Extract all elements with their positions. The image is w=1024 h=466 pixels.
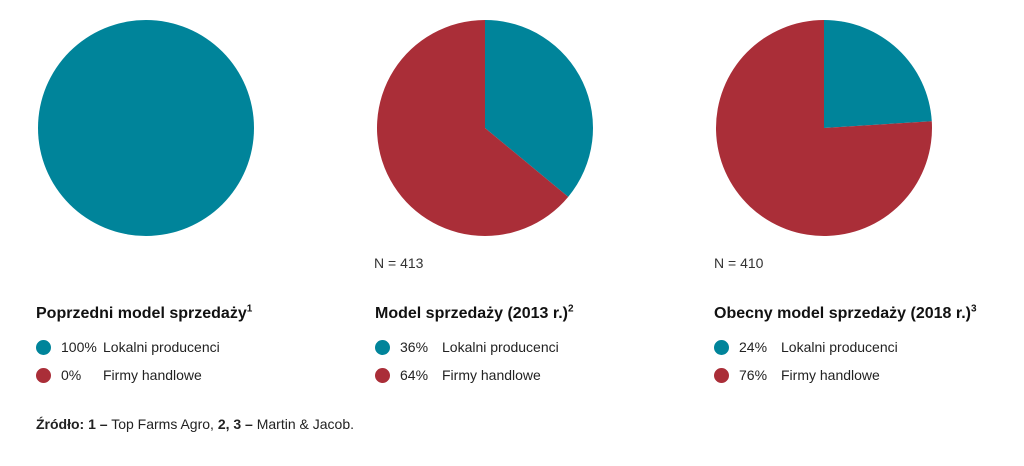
chart-panel-previous: Poprzedni model sprzedaży1 100% Lokalni … xyxy=(36,0,336,400)
legend-item-trade: 64% Firmy handlowe xyxy=(375,361,559,389)
chart-title-text: Poprzedni model sprzedaży xyxy=(36,305,247,322)
legend-label: Firmy handlowe xyxy=(103,367,202,383)
source-label: Źródło: xyxy=(36,416,85,432)
legend-value: 100% xyxy=(61,339,97,355)
chart-title-text: Obecny model sprzedaży (2018 r.) xyxy=(714,305,971,322)
sample-size-label: N = 413 xyxy=(374,255,424,271)
legend-swatch-trade xyxy=(375,367,390,383)
legend-label: Lokalni producenci xyxy=(103,339,220,355)
legend-value: 36% xyxy=(400,339,429,355)
pie-slice-local xyxy=(824,20,932,128)
chart-title-previous: Poprzedni model sprzedaży1 xyxy=(36,303,253,323)
legend-item-trade: 76% Firmy handlowe xyxy=(714,361,898,389)
source-ref-1-text: Top Farms Agro, xyxy=(111,416,214,432)
footnote-marker: 2 xyxy=(567,303,574,315)
legend-swatch-trade xyxy=(36,367,51,383)
pie-slice-trade xyxy=(377,20,569,237)
pie-slice-local xyxy=(485,20,593,197)
legend-item-trade: 0% Firmy handlowe xyxy=(36,361,220,389)
sample-size-label: N = 410 xyxy=(714,255,764,271)
pie-chart-2018 xyxy=(716,20,932,236)
legend-swatch-local xyxy=(375,339,390,355)
legend-previous: 100% Lokalni producenci 0% Firmy handlow… xyxy=(36,333,220,389)
legend-value: 64% xyxy=(400,367,429,383)
chart-panel-2013: N = 413 Model sprzedaży (2013 r.)2 36% L… xyxy=(374,0,675,400)
legend-swatch-trade xyxy=(714,367,729,383)
footnote-marker: 3 xyxy=(971,303,977,315)
source-ref-1: 1 – xyxy=(88,416,108,432)
pie-slice-trade xyxy=(716,20,932,236)
legend-value: 0% xyxy=(61,367,82,383)
legend-value: 76% xyxy=(739,367,768,383)
legend-label: Lokalni producenci xyxy=(442,339,559,355)
chart-title-2013: Model sprzedaży (2013 r.)2 xyxy=(375,303,574,323)
legend-item-local: 36% Lokalni producenci xyxy=(375,333,559,361)
legend-swatch-local xyxy=(36,339,51,355)
chart-title-text: Model sprzedaży (2013 r.) xyxy=(375,305,568,322)
pie-chart-2013 xyxy=(377,20,593,237)
source-ref-23: 2, 3 – xyxy=(217,416,253,432)
source-ref-23-text: Martin & Jacob. xyxy=(256,416,354,432)
legend-label: Lokalni producenci xyxy=(781,339,898,355)
legend-item-local: 24% Lokalni producenci xyxy=(714,333,898,361)
pie-slice-local xyxy=(38,20,254,236)
source-note: Źródło: 1 – Top Farms Agro, 2, 3 – Marti… xyxy=(36,416,354,432)
legend-label: Firmy handlowe xyxy=(442,367,541,383)
pie-chart-previous xyxy=(38,20,254,236)
legend-label: Firmy handlowe xyxy=(781,367,880,383)
legend-value: 24% xyxy=(739,339,768,355)
chart-panel-2018: N = 410 Obecny model sprzedaży (2018 r.)… xyxy=(714,0,1014,400)
legend-item-local: 100% Lokalni producenci xyxy=(36,333,220,361)
legend-swatch-local xyxy=(714,339,729,355)
legend-2013: 36% Lokalni producenci 64% Firmy handlow… xyxy=(375,333,559,389)
chart-title-2018: Obecny model sprzedaży (2018 r.)3 xyxy=(714,303,977,323)
footnote-marker: 1 xyxy=(246,303,253,315)
legend-2018: 24% Lokalni producenci 76% Firmy handlow… xyxy=(714,333,898,389)
